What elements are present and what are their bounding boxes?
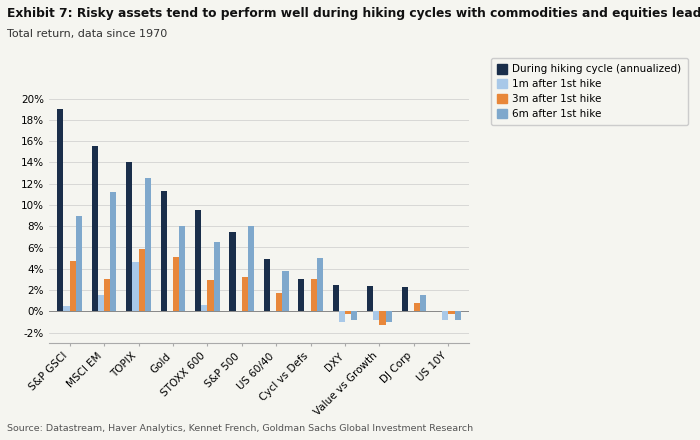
Text: Exhibit 7: Risky assets tend to perform well during hiking cycles with commoditi: Exhibit 7: Risky assets tend to perform … [7,7,700,20]
Bar [311,279,317,312]
Bar [276,293,282,312]
Bar [264,259,270,312]
Bar [332,285,339,312]
Bar [111,192,116,312]
Bar [132,262,139,312]
Bar [448,312,454,315]
Bar [351,312,358,320]
Bar [195,210,201,312]
Bar [386,312,392,322]
Text: Total return, data since 1970: Total return, data since 1970 [7,29,167,39]
Bar [248,226,254,312]
Bar [145,178,151,312]
Bar [345,312,351,315]
Bar [379,312,386,325]
Legend: During hiking cycle (annualized), 1m after 1st hike, 3m after 1st hike, 6m after: During hiking cycle (annualized), 1m aft… [491,58,688,125]
Bar [104,279,111,312]
Bar [367,286,373,312]
Bar [92,147,98,312]
Bar [214,242,220,312]
Bar [317,258,323,312]
Bar [282,271,288,312]
Bar [230,231,236,312]
Bar [64,306,70,312]
Bar [173,257,179,312]
Bar [373,312,379,320]
Bar [241,277,248,312]
Bar [98,295,104,312]
Bar [160,191,167,312]
Bar [76,216,82,312]
Bar [414,303,420,312]
Bar [454,312,461,320]
Bar [201,305,207,312]
Bar [179,226,186,312]
Bar [298,279,304,312]
Bar [442,312,448,320]
Bar [420,295,426,312]
Bar [126,162,132,312]
Text: Source: Datastream, Haver Analytics, Kennet French, Goldman Sachs Global Investm: Source: Datastream, Haver Analytics, Ken… [7,425,473,433]
Bar [207,280,214,312]
Bar [57,109,64,312]
Bar [402,287,407,312]
Bar [339,312,345,322]
Bar [139,249,145,312]
Bar [70,261,76,312]
